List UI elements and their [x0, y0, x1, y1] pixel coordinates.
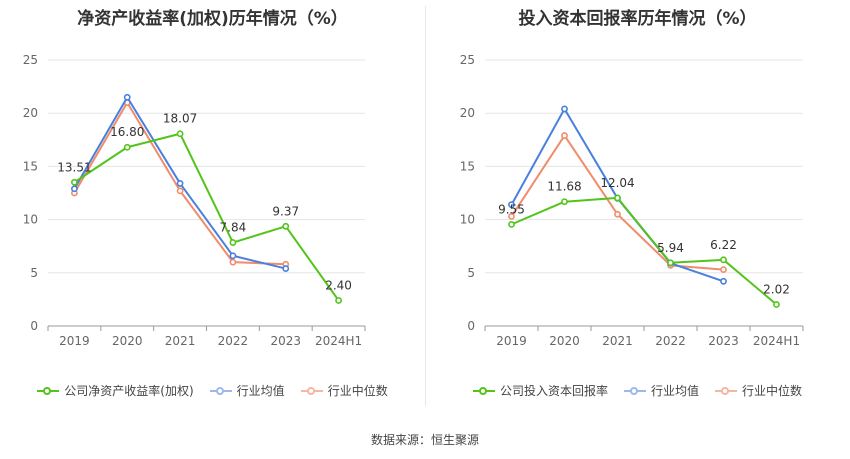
legend-swatch-company [472, 386, 495, 396]
legend-label: 行业均值 [650, 384, 699, 398]
data-label: 2.02 [763, 283, 790, 297]
x-tick-label: 2023 [708, 334, 739, 348]
legend-label: 公司投入资本回报率 [499, 384, 608, 398]
y-tick-label: 0 [30, 319, 38, 333]
y-tick-label: 15 [23, 159, 38, 173]
x-tick-label: 2020 [112, 334, 143, 348]
legend-swatch-median [300, 386, 323, 396]
legend-label: 公司净资产收益率(加权) [64, 384, 194, 398]
data-point [176, 130, 184, 138]
data-point [335, 297, 342, 304]
series-line-2 [510, 134, 724, 271]
data-point [229, 252, 237, 260]
chart-legend: 公司净资产收益率(加权) 行业均值 行业中位数 [0, 382, 425, 399]
data-label: 11.68 [547, 180, 581, 194]
data-point [508, 213, 515, 220]
series-line-0 [511, 196, 778, 306]
data-point [561, 105, 568, 113]
data-point [282, 222, 290, 230]
data-label: 5.94 [657, 241, 684, 255]
x-tick-label: 2019 [59, 334, 90, 348]
data-label: 9.55 [498, 202, 525, 216]
data-point [229, 258, 237, 266]
roe-chart-panel: 净资产收益率(加权)历年情况（%） 0 5 10 15 20 25 2019 2020 2021… [0, 0, 425, 410]
data-point [773, 301, 780, 308]
legend-item-company[interactable]: 公司投入资本回报率 [472, 382, 608, 399]
x-tick-label: 2022 [655, 334, 686, 348]
data-point [720, 256, 727, 264]
data-source-note: 数据来源：恒生聚源 [370, 433, 479, 447]
x-tick-label: 2019 [496, 334, 527, 348]
data-point [71, 178, 78, 186]
legend-label: 行业均值 [236, 384, 285, 398]
data-point [123, 93, 131, 101]
chart-legend: 公司投入资本回报率 行业均值 行业中位数 [425, 382, 850, 399]
y-tick-label: 10 [460, 213, 475, 227]
x-tick-label: 2024H1 [315, 334, 362, 348]
roic-chart-panel: 投入资本回报率历年情况（%） 0 5 10 15 20 25 2019 2020 2021 202… [425, 0, 850, 410]
data-label: 16.80 [110, 125, 144, 139]
data-label: 6.22 [710, 238, 737, 252]
roe-line-chart: 0 5 10 15 20 25 2019 2020 2021 2022 2023 2024H1 13.5… [23, 53, 366, 348]
legend-item-industry-median[interactable]: 行业中位数 [715, 382, 802, 399]
series-line-0 [73, 132, 340, 302]
y-tick-label: 5 [467, 266, 475, 280]
data-point [720, 266, 727, 274]
y-tick-label: 20 [460, 106, 475, 120]
data-label: 12.04 [600, 176, 634, 190]
data-point [229, 239, 237, 246]
y-tick-label: 0 [467, 319, 475, 333]
data-point [508, 220, 515, 228]
data-point [123, 143, 131, 151]
y-tick-label: 15 [460, 159, 475, 173]
data-point [614, 194, 621, 202]
data-point [508, 201, 515, 209]
data-label: 13.51 [57, 160, 91, 174]
x-tick-label: 2022 [218, 334, 249, 348]
legend-item-industry-mean[interactable]: 行业均值 [623, 382, 699, 399]
data-label: 2.40 [325, 278, 352, 292]
data-label: 9.37 [272, 204, 299, 218]
x-tick-label: 2024H1 [753, 334, 800, 348]
data-point [71, 185, 78, 193]
data-label: 18.07 [163, 112, 197, 126]
data-point [561, 198, 568, 206]
x-tick-label: 2020 [549, 334, 580, 348]
data-point [614, 210, 621, 218]
x-tick-label: 2021 [165, 334, 196, 348]
chart-title: 净资产收益率(加权)历年情况（%） [77, 9, 348, 29]
data-point [176, 180, 184, 187]
data-point [667, 259, 674, 267]
legend-swatch-mean [209, 386, 232, 396]
x-tick-label: 2023 [270, 334, 301, 348]
y-tick-label: 20 [23, 106, 38, 120]
legend-swatch-median [715, 386, 737, 396]
legend-label: 行业中位数 [742, 384, 803, 398]
data-point [720, 277, 727, 285]
legend-item-industry-median[interactable]: 行业中位数 [300, 382, 388, 399]
x-tick-label: 2021 [602, 334, 633, 348]
y-tick-label: 10 [23, 213, 38, 227]
data-point [282, 265, 290, 272]
chart-title: 投入资本回报率历年情况（%） [518, 9, 757, 29]
legend-item-industry-mean[interactable]: 行业均值 [209, 382, 285, 399]
y-tick-label: 25 [460, 53, 475, 67]
legend-item-company[interactable]: 公司净资产收益率(加权) [37, 382, 194, 399]
legend-swatch-mean [623, 386, 646, 396]
y-tick-label: 5 [30, 266, 38, 280]
panel-divider [425, 6, 426, 406]
data-label: 7.84 [220, 221, 247, 235]
roic-line-chart: 0 5 10 15 20 25 2019 2020 2021 2022 2023 2024H1 9.55… [460, 53, 804, 348]
legend-label: 行业中位数 [327, 384, 388, 398]
data-point [561, 132, 568, 139]
data-point [176, 187, 184, 195]
y-tick-label: 25 [23, 53, 38, 67]
legend-swatch-company [37, 386, 60, 396]
